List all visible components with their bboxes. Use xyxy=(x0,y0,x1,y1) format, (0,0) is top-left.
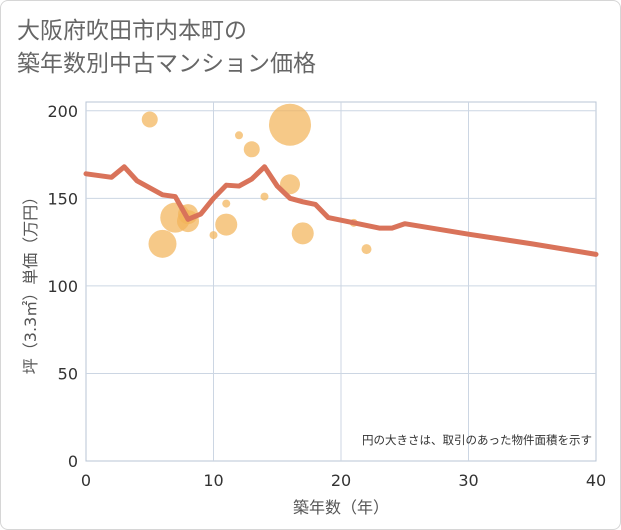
grid-lines xyxy=(86,102,596,461)
y-tick-label: 100 xyxy=(47,277,78,296)
y-axis-label: 坪（3.3㎡）単価（万円） xyxy=(21,189,40,374)
bubble-point xyxy=(209,231,218,240)
chart-title-line2: 築年数別中古マンション価格 xyxy=(17,51,316,77)
y-axis-ticks: 0 50 100 150 200 xyxy=(47,102,78,471)
bubble-point xyxy=(215,213,238,236)
bubble-point xyxy=(280,174,300,195)
bubble-point xyxy=(243,141,260,158)
bubble-point xyxy=(269,103,311,146)
bubble-size-note: 円の大きさは、取引のあった物件面積を示す xyxy=(362,433,592,447)
y-tick-label: 0 xyxy=(68,452,78,471)
bubble-point xyxy=(222,199,231,208)
bubble-point xyxy=(148,229,177,258)
bubble-point xyxy=(291,222,314,245)
chart-title-line1: 大阪府吹田市内本町の xyxy=(17,18,247,44)
y-tick-label: 50 xyxy=(58,364,78,383)
x-tick-label: 40 xyxy=(586,471,606,490)
x-axis-label: 築年数（年） xyxy=(293,498,389,517)
x-tick-label: 10 xyxy=(203,471,223,490)
y-tick-label: 150 xyxy=(47,189,78,208)
average-price-line xyxy=(83,164,599,257)
bubble-point xyxy=(260,192,269,201)
x-tick-label: 20 xyxy=(331,471,351,490)
x-tick-label: 30 xyxy=(458,471,478,490)
y-tick-label: 200 xyxy=(47,102,78,121)
chart-title: 大阪府吹田市内本町の 築年数別中古マンション価格 xyxy=(17,15,316,81)
bubble-point xyxy=(361,244,372,255)
bubble-point xyxy=(235,131,243,140)
x-axis-ticks: 0 10 20 30 40 xyxy=(81,471,606,490)
bubble-point xyxy=(141,111,158,128)
x-tick-label: 0 xyxy=(81,471,91,490)
